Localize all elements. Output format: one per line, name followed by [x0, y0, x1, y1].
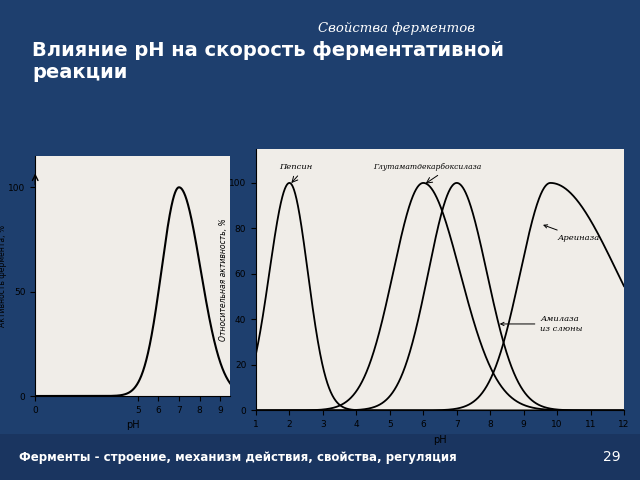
Text: Пепсин: Пепсин [280, 163, 313, 171]
Text: Ферменты - строение, механизм действия, свойства, регуляция: Ферменты - строение, механизм действия, … [19, 451, 457, 464]
Text: Глутаматдекарбоксилаза: Глутаматдекарбоксилаза [373, 163, 481, 171]
Y-axis label: Относительная активность, %: Относительная активность, % [219, 218, 228, 341]
X-axis label: pH: pH [433, 435, 447, 444]
Y-axis label: Активность фермента, %: Активность фермента, % [0, 225, 7, 327]
Text: Амилаза
из слюны: Амилаза из слюны [500, 315, 583, 333]
Text: 29: 29 [603, 450, 621, 464]
Text: Ареиназа: Ареиназа [544, 225, 599, 242]
Text: Свойства ферментов: Свойства ферментов [318, 22, 476, 35]
Text: Влияние pH на скорость ферментативной
реакции: Влияние pH на скорость ферментативной ре… [32, 41, 504, 82]
X-axis label: pH: pH [126, 420, 140, 430]
